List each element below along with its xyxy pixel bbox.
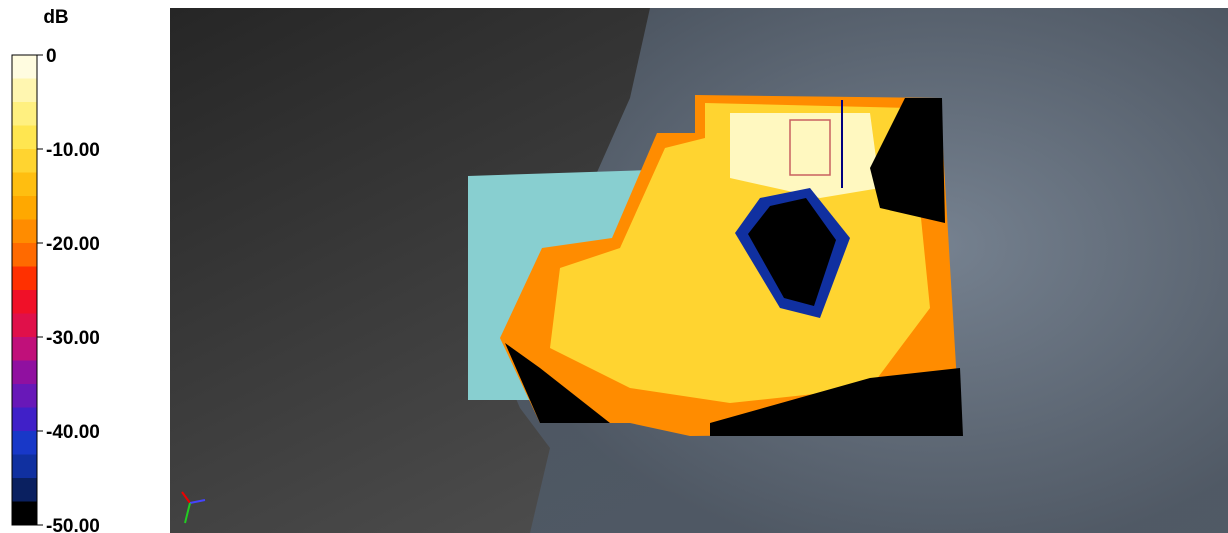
colorbar-band [12,266,37,291]
heat-low [505,343,610,423]
colorbar-band [12,149,37,173]
colorbar-tick-label: -20.00 [46,234,100,255]
heat-low [870,98,945,223]
device-outline [789,100,843,188]
colorbar-title: dB [43,7,68,28]
colorbar-band [12,337,37,361]
colorbar-band [12,501,37,526]
colorbar-tick-label: -10.00 [46,140,100,161]
colorbar-band [12,407,37,432]
colorbar-band [12,290,37,314]
colorbar-band [12,102,37,126]
colorbar-band [12,431,37,455]
colorbar-band [12,55,37,79]
heat-low [710,368,963,436]
colorbar-band [12,125,37,150]
colorbar-band [12,219,37,244]
colorbar-tick-label: -40.00 [46,422,100,443]
colorbar-band [12,172,37,197]
colorbar-band [12,384,37,408]
colorbar-band [12,243,37,267]
viewport [170,8,1228,533]
colorbar-band [12,313,37,338]
colorbar-band [12,78,37,103]
colorbar-band [12,478,37,502]
axes-gizmo [181,491,206,524]
colorbar-frame [11,54,38,526]
colorbar-tick-label: -30.00 [46,328,100,349]
heat-low [748,198,836,306]
colorbar: dB 0 -10.00 -20.00 -30.00 -40.00 -50.00 [11,7,100,533]
colorbar-band [12,196,37,220]
colorbar-band [12,454,37,479]
colorbar-band [12,360,37,385]
colorbar-tick-label: -50.00 [46,516,100,533]
colorbar-tick-label: 0 [46,46,57,67]
